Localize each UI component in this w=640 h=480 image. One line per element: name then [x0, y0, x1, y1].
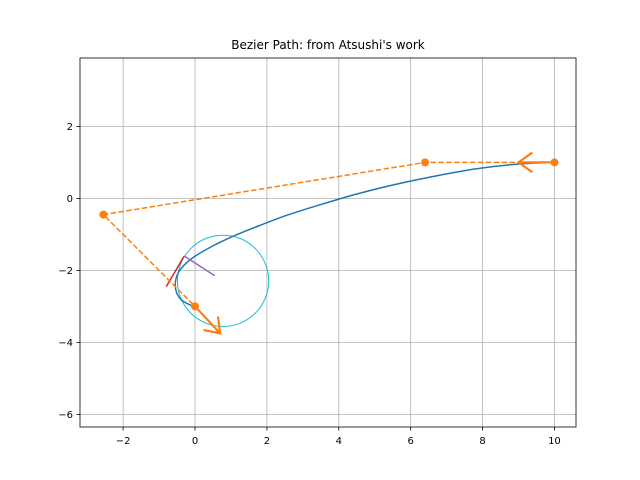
- end-direction-arrow-shaft: [194, 305, 221, 335]
- start-direction-arrow-head: [516, 151, 533, 174]
- x-tick-label: 2: [264, 436, 270, 447]
- x-tick-label: 8: [479, 436, 485, 447]
- grid: [80, 58, 576, 427]
- y-tick-label: −2: [58, 266, 73, 277]
- control-point: [421, 158, 430, 167]
- axes-frame: [79, 57, 577, 428]
- x-tick-label: −2: [116, 436, 131, 447]
- y-tick-label: 2: [67, 122, 73, 133]
- plot-area: [99, 151, 559, 335]
- y-tick-label: 0: [67, 194, 73, 205]
- normal-line: [183, 255, 216, 277]
- x-tick-label: 0: [192, 436, 198, 447]
- end-direction-arrow-head: [203, 316, 222, 335]
- y-tick-label: −4: [58, 338, 73, 349]
- axis-ticks: −2 0 2 4 6 8 10 −6 −4 −2 0 2: [58, 122, 561, 447]
- x-tick-label: 6: [407, 436, 413, 447]
- y-tick-label: −6: [58, 410, 73, 421]
- curvature-circle: [176, 234, 270, 327]
- chart-title: Bezier Path: from Atsushi's work: [231, 38, 425, 52]
- start-direction-arrow: [516, 151, 555, 174]
- bezier-path-line: [174, 161, 555, 308]
- end-direction-arrow: [194, 305, 222, 335]
- control-point: [99, 210, 108, 219]
- control-polygon-line: [101, 161, 555, 307]
- x-tick-label: 10: [548, 436, 561, 447]
- x-tick-label: 4: [336, 436, 342, 447]
